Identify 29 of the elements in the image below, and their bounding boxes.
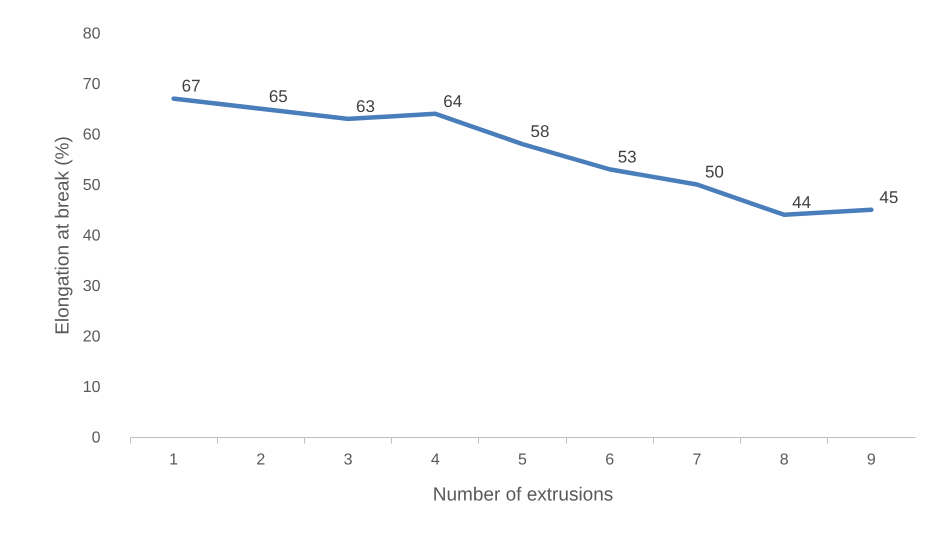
data-label: 65 <box>268 86 288 106</box>
data-label: 44 <box>792 192 812 212</box>
x-tick-label: 9 <box>866 452 876 468</box>
x-tick-label: 1 <box>169 452 178 468</box>
x-tick-label: 5 <box>518 452 528 468</box>
x-tick-label: 2 <box>256 452 266 468</box>
data-label: 50 <box>704 162 724 182</box>
y-tick-label: 30 <box>82 278 101 295</box>
data-label: 67 <box>182 76 201 96</box>
data-label: 64 <box>443 92 462 111</box>
x-tick-label: 4 <box>430 452 440 468</box>
y-axis-title: Elongation at break (%) <box>52 136 74 335</box>
y-tick-label: 50 <box>82 177 101 194</box>
y-tick-label: 10 <box>82 379 101 396</box>
data-label: 58 <box>530 122 550 142</box>
x-tick-label: 8 <box>780 452 789 468</box>
x-tick-label: 7 <box>692 452 702 468</box>
y-tick-label: 20 <box>82 328 101 346</box>
x-axis-title: Number of extrusions <box>432 484 614 506</box>
x-tick-label: 6 <box>605 452 614 468</box>
y-tick-label: 0 <box>92 430 101 446</box>
y-tick-label: 40 <box>82 228 101 244</box>
y-tick-label: 80 <box>82 26 101 42</box>
x-tick-label: 3 <box>344 452 353 468</box>
data-label: 45 <box>879 188 898 207</box>
data-label: 63 <box>356 96 375 116</box>
y-tick-label: 70 <box>82 76 101 93</box>
data-label: 53 <box>618 147 637 166</box>
y-tick-label: 60 <box>82 126 101 144</box>
